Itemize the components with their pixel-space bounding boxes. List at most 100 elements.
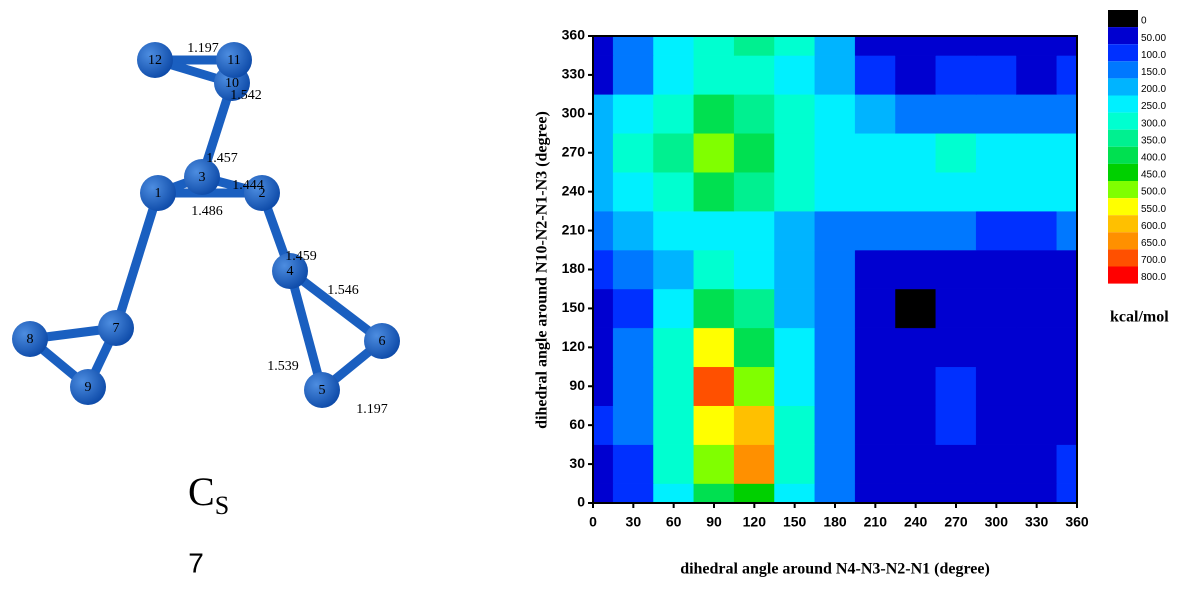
x-tick-label: 330 (1025, 514, 1049, 530)
contour-cell (976, 172, 1016, 211)
colorbar-swatch (1108, 147, 1138, 164)
contour-cell (815, 55, 855, 94)
contour-cell (1017, 289, 1057, 328)
contour-cell (936, 55, 976, 94)
colorbar-swatch (1108, 181, 1138, 198)
contour-cell (775, 172, 815, 211)
y-tick-label: 300 (562, 105, 586, 121)
y-tick-label: 330 (562, 66, 586, 82)
contour-cell (936, 172, 976, 211)
colorbar-swatch (1108, 113, 1138, 130)
contour-cell (654, 250, 694, 289)
contour-cell (593, 211, 613, 250)
bond-length: 1.542 (230, 88, 262, 103)
contour-cell (654, 406, 694, 445)
contour-cell (775, 94, 815, 133)
contour-cell (1017, 406, 1057, 445)
contour-cell (936, 484, 976, 503)
contour-cell (936, 36, 976, 55)
colorbar-label: 500.0 (1141, 187, 1166, 198)
contour-cell (936, 445, 976, 484)
contour-cell (593, 289, 613, 328)
colorbar-swatch (1108, 249, 1138, 266)
contour-cell (613, 289, 653, 328)
contour-cell (976, 406, 1016, 445)
contour-cell (815, 445, 855, 484)
contour-cell (694, 36, 734, 55)
contour-cell (775, 328, 815, 367)
contour-cell (775, 211, 815, 250)
contour-cell (896, 172, 936, 211)
contour-cell (593, 328, 613, 367)
contour-cell (654, 484, 694, 503)
contour-cell (1057, 172, 1077, 211)
contour-cell (976, 250, 1016, 289)
contour-cell (976, 55, 1016, 94)
bond-length: 1.197 (356, 402, 388, 417)
contour-cell (1017, 367, 1057, 406)
contour-cell (593, 367, 613, 406)
contour-cell (896, 133, 936, 172)
contour-cell (734, 172, 774, 211)
contour-cell (694, 406, 734, 445)
contour-cell (1057, 250, 1077, 289)
contour-cell (1057, 55, 1077, 94)
contour-cell (936, 406, 976, 445)
contour-cell (613, 367, 653, 406)
contour-cell (654, 94, 694, 133)
contour-cell (936, 328, 976, 367)
contour-cell (654, 445, 694, 484)
contour-cell (613, 94, 653, 133)
atom-label: 7 (113, 321, 120, 336)
colorbar-swatch (1108, 164, 1138, 181)
x-tick-label: 210 (864, 514, 888, 530)
x-tick-label: 120 (743, 514, 767, 530)
contour-cell (815, 367, 855, 406)
contour-cell (896, 406, 936, 445)
contour-cell (936, 367, 976, 406)
contour-cell (613, 55, 653, 94)
contour-cell (1057, 211, 1077, 250)
contour-cell (694, 172, 734, 211)
contour-cell (815, 172, 855, 211)
contour-cell (1017, 211, 1057, 250)
contour-cell (936, 133, 976, 172)
x-tick-label: 180 (823, 514, 847, 530)
colorbar-label: 50.00 (1141, 33, 1166, 44)
x-tick-label: 240 (904, 514, 928, 530)
colorbar-label: 700.0 (1141, 255, 1166, 266)
contour-cell (815, 250, 855, 289)
bond-length: 1.444 (232, 178, 264, 193)
contour-cell (1057, 133, 1077, 172)
contour-cell (815, 211, 855, 250)
contour-cell (855, 133, 895, 172)
atom-label: 1 (155, 186, 162, 201)
contour-cell (694, 484, 734, 503)
x-tick-label: 300 (985, 514, 1009, 530)
bond-length: 1.197 (187, 41, 219, 56)
contour-cell (654, 367, 694, 406)
contour-cell (694, 328, 734, 367)
bond-length: 1.459 (285, 249, 317, 264)
contour-cell (855, 211, 895, 250)
atom-label: 11 (227, 53, 240, 68)
contour-cell (855, 250, 895, 289)
contour-cell (1057, 328, 1077, 367)
y-axis-title: dihedral angle around N10-N2-N1-N3 (degr… (534, 111, 551, 429)
contour-cell (734, 55, 774, 94)
colorbar-label: 450.0 (1141, 170, 1166, 181)
contour-cell (654, 289, 694, 328)
colorbar-swatch (1108, 215, 1138, 232)
colorbar-label: 400.0 (1141, 153, 1166, 164)
contour-cell (654, 328, 694, 367)
colorbar-swatch (1108, 10, 1138, 27)
colorbar-swatch (1108, 267, 1138, 284)
atom-label: 4 (287, 264, 294, 279)
contour-cell (855, 445, 895, 484)
contour-cell (1017, 172, 1057, 211)
contour-cell (734, 133, 774, 172)
y-tick-label: 360 (562, 27, 586, 43)
contour-cell (1057, 445, 1077, 484)
contour-cell (654, 133, 694, 172)
